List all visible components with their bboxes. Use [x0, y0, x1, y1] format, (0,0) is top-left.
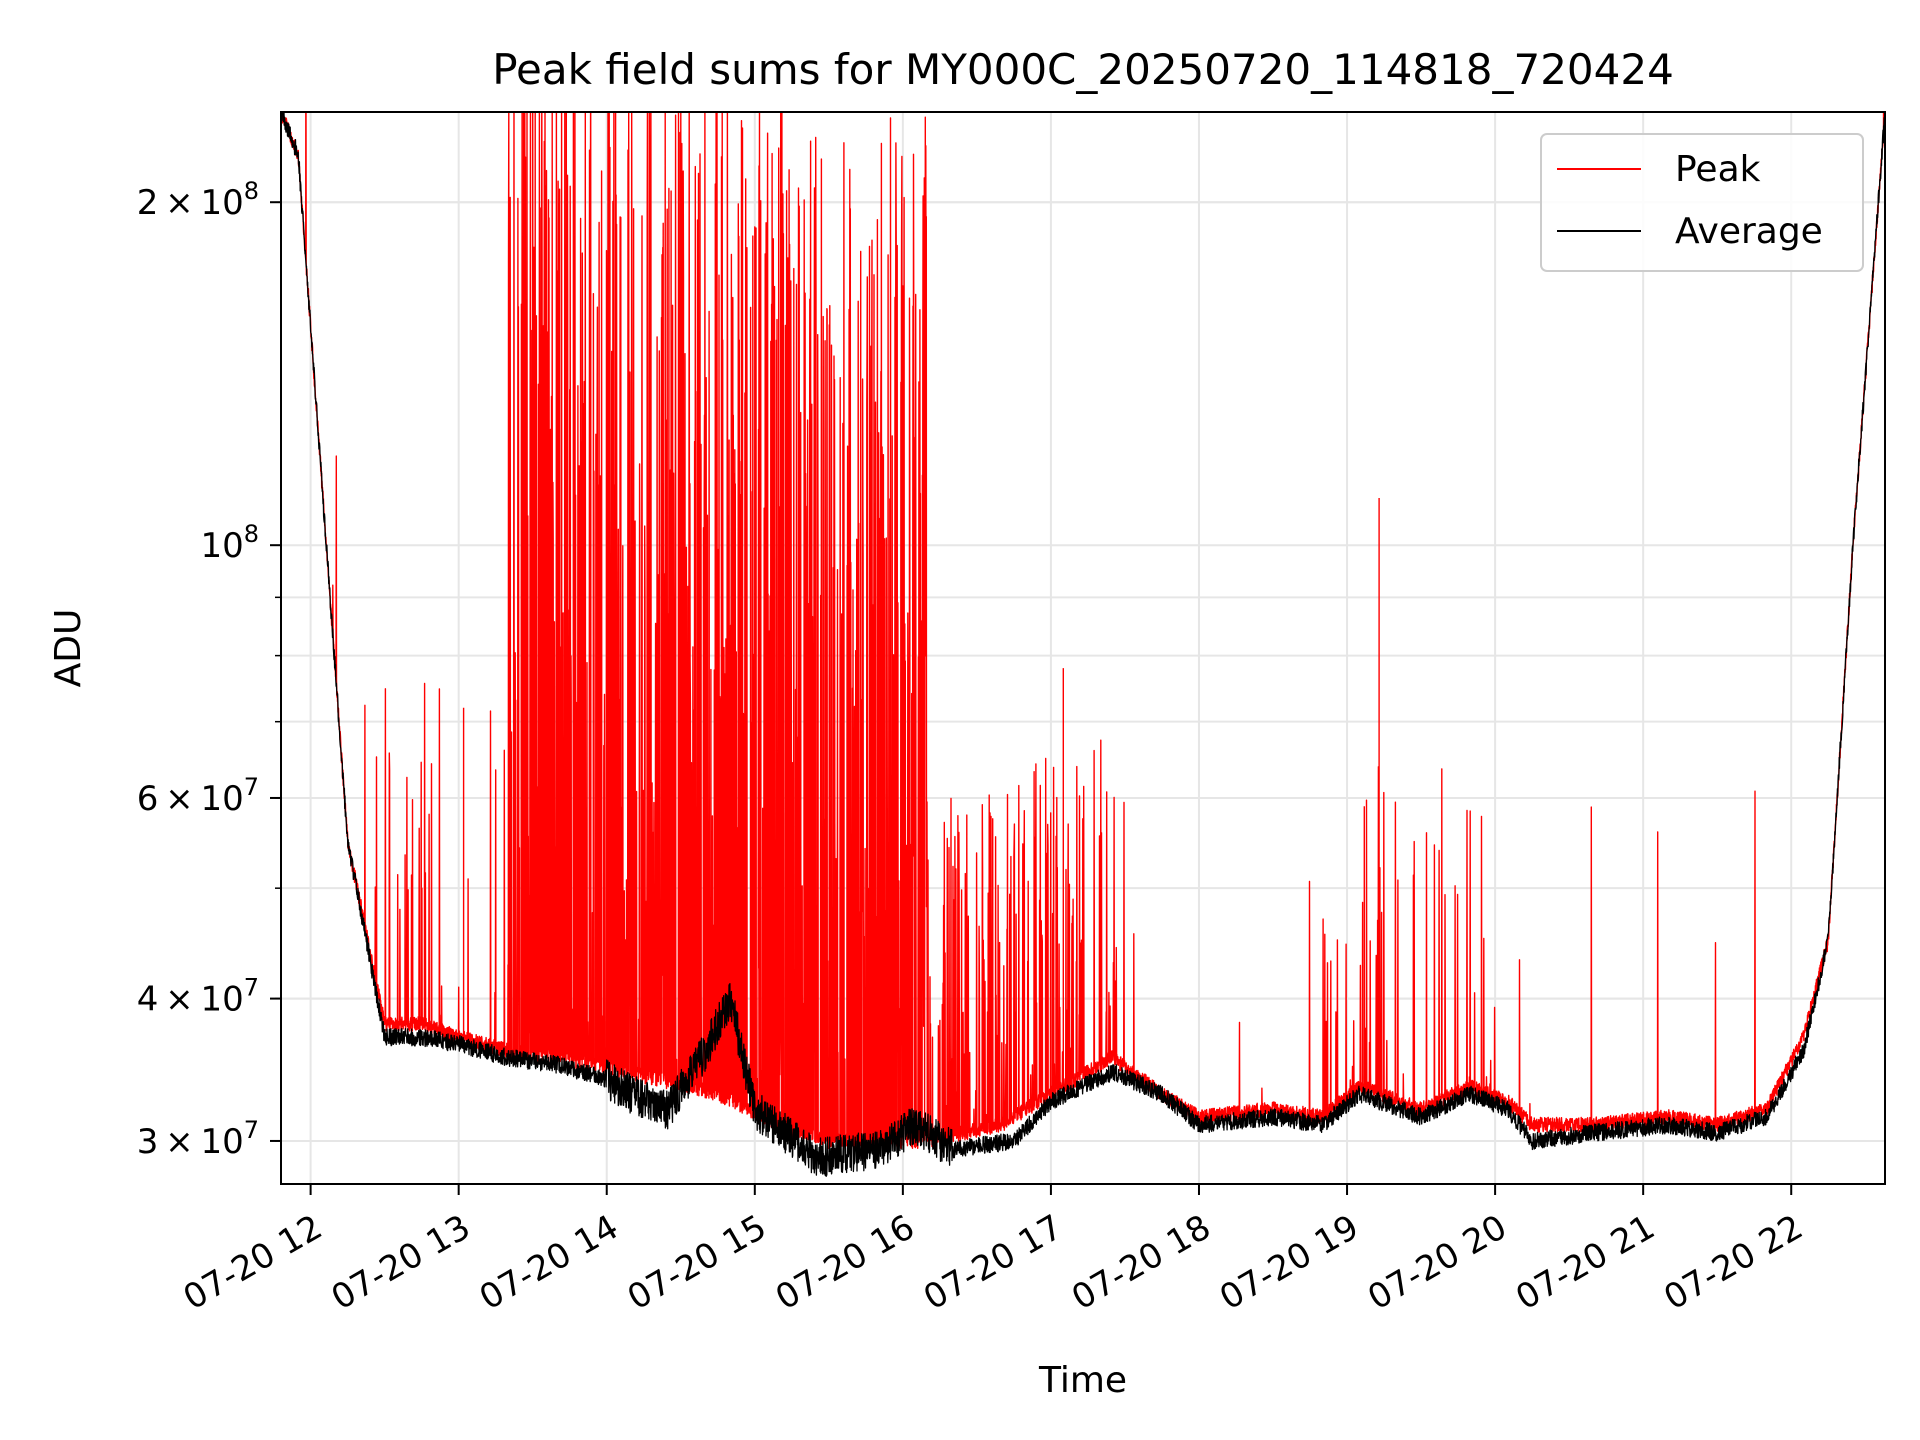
- series-peak-line: [281, 112, 1885, 1150]
- legend-peak-label: Peak: [1675, 149, 1761, 190]
- y-axis-label: ADU: [48, 609, 89, 688]
- chart-title: Peak field sums for MY000C_20250720_1148…: [492, 45, 1674, 94]
- series-layer: [281, 112, 1885, 1178]
- y-tick-label: 4 × 107: [137, 974, 259, 1020]
- y-tick-label: 3 × 107: [137, 1116, 259, 1162]
- y-tick-label: 2 × 108: [137, 177, 259, 223]
- legend-average-label: Average: [1675, 211, 1823, 252]
- plot-frame: [280, 111, 1886, 1185]
- series-average-line: [281, 112, 1885, 1178]
- y-tick-label: 6 × 107: [137, 773, 259, 819]
- legend: Peak Average: [1540, 133, 1864, 272]
- x-axis-label: Time: [1038, 1360, 1127, 1401]
